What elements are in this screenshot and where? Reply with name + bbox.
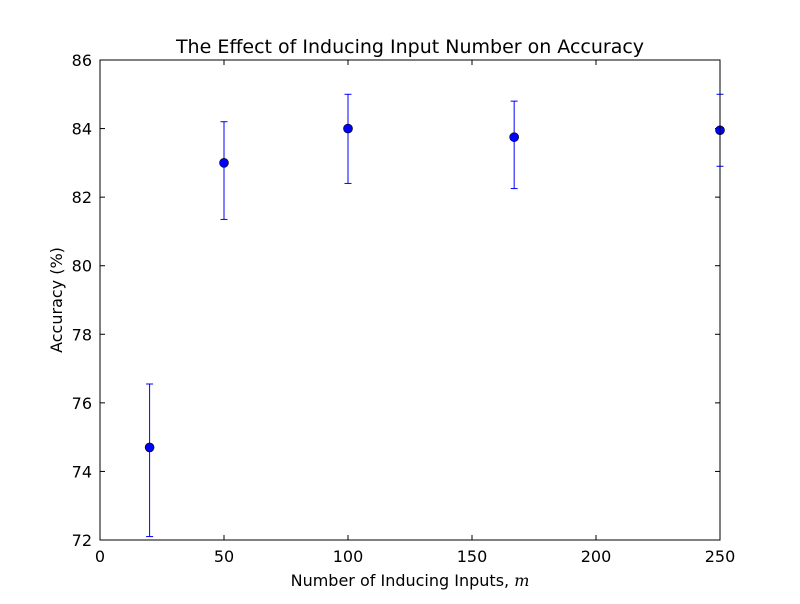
x-tick-label: 200 [581,547,612,566]
y-tick-label: 82 [72,188,92,207]
x-tick-label: 0 [95,547,105,566]
y-tick-label: 78 [72,325,92,344]
x-axis-label: Number of Inducing Inputs, m [291,571,530,590]
data-point [509,132,519,142]
chart-title: The Effect of Inducing Input Number on A… [175,36,644,58]
data-point [144,442,155,453]
x-tick-label: 250 [705,547,736,566]
plot-area: 0 50 100 150 200 250 72 74 76 78 80 82 84 86 [72,51,736,566]
y-tick-label: 76 [72,394,92,413]
y-tick-label: 80 [72,257,92,276]
plot-frame [99,59,721,541]
y-tick-label: 72 [72,531,92,550]
y-axis-label: Accuracy (%) [47,247,66,353]
x-axis-label-text: Number of Inducing Inputs, [291,571,515,590]
y-tick-label: 84 [72,120,92,139]
x-axis-label-variable: m [514,571,529,590]
x-tick-label: 100 [333,547,364,566]
data-point [343,123,353,134]
data-point [219,158,229,168]
y-tick-label: 74 [72,462,92,481]
x-tick-label: 150 [457,547,488,566]
x-tick-label: 50 [214,547,234,566]
y-tick-label: 86 [72,51,92,70]
